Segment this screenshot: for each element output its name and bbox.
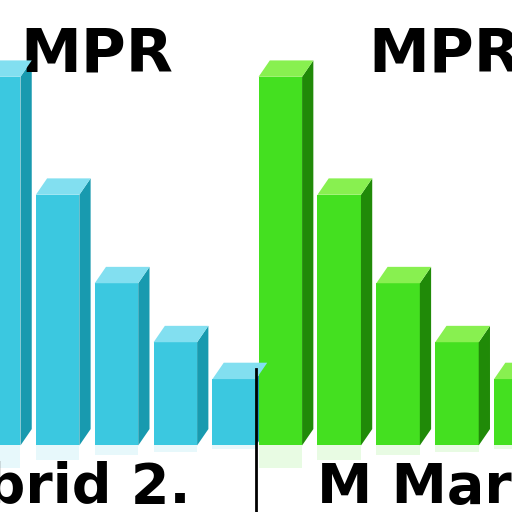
Polygon shape [0, 60, 32, 77]
Polygon shape [302, 60, 313, 445]
Polygon shape [256, 362, 267, 445]
Text: MPR: MPR [21, 26, 174, 84]
Polygon shape [36, 178, 91, 195]
Text: MPR: MPR [369, 26, 512, 84]
Polygon shape [0, 445, 20, 467]
Polygon shape [376, 283, 420, 445]
Polygon shape [197, 326, 208, 445]
Polygon shape [317, 195, 361, 445]
Polygon shape [494, 362, 512, 379]
Polygon shape [79, 178, 91, 445]
Polygon shape [154, 326, 208, 342]
Polygon shape [36, 445, 79, 460]
Polygon shape [494, 445, 512, 450]
Polygon shape [435, 326, 490, 342]
Polygon shape [376, 267, 431, 283]
Polygon shape [259, 445, 302, 467]
Text: M Mari: M Mari [317, 461, 512, 512]
Polygon shape [212, 362, 267, 379]
Polygon shape [420, 267, 431, 445]
Polygon shape [154, 342, 197, 445]
Polygon shape [317, 178, 372, 195]
Polygon shape [95, 283, 138, 445]
Polygon shape [259, 60, 313, 77]
Text: Rbrid 2.: Rbrid 2. [0, 461, 190, 512]
Polygon shape [154, 445, 197, 452]
Polygon shape [36, 195, 79, 445]
Polygon shape [361, 178, 372, 445]
Polygon shape [479, 326, 490, 445]
Polygon shape [376, 445, 420, 455]
Polygon shape [95, 445, 138, 455]
Polygon shape [317, 445, 361, 460]
Polygon shape [138, 267, 150, 445]
Polygon shape [435, 342, 479, 445]
Polygon shape [435, 445, 479, 452]
Polygon shape [0, 77, 20, 445]
Polygon shape [212, 379, 256, 445]
Polygon shape [212, 445, 256, 450]
Polygon shape [494, 379, 512, 445]
Polygon shape [259, 77, 302, 445]
Polygon shape [20, 60, 32, 445]
Polygon shape [95, 267, 150, 283]
